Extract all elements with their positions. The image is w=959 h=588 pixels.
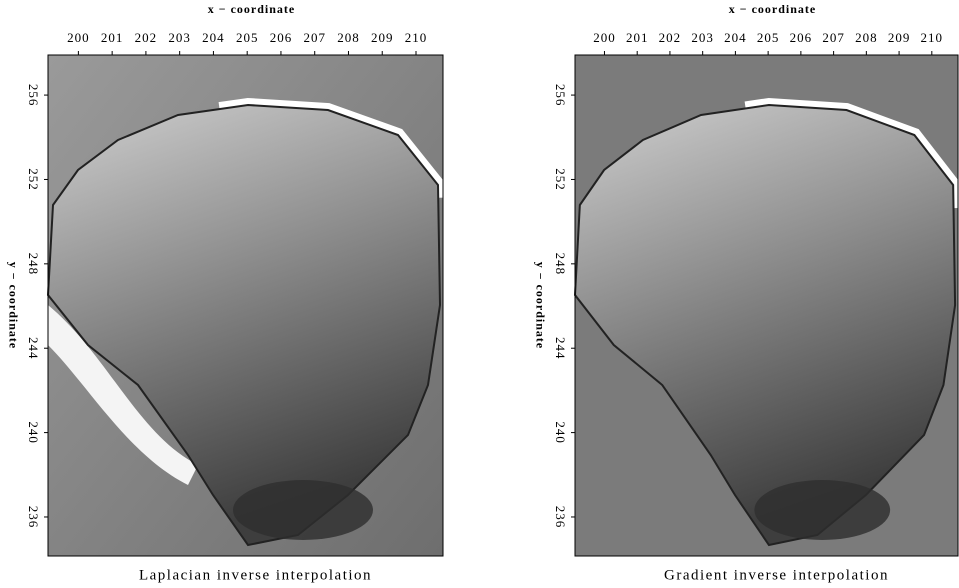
relief-blob <box>573 103 957 547</box>
y-tick-label: 244 <box>26 337 41 360</box>
white-streak <box>48 305 198 485</box>
y-tick-label: 244 <box>553 337 568 360</box>
x-tick-label: 202 <box>135 30 158 45</box>
x-tick-label: 204 <box>202 30 225 45</box>
panel: 200 201 202 203 204 205 206 207 208 209 210 236 240 2… <box>6 2 448 583</box>
x-tick-label: 210 <box>405 30 428 45</box>
x-tick-label: 205 <box>236 30 259 45</box>
x-tick-label: 209 <box>371 30 394 45</box>
x-tick-label: 204 <box>724 30 747 45</box>
x-tick-label: 203 <box>691 30 714 45</box>
dark-lobe <box>754 480 891 540</box>
y-tick-label: 240 <box>553 421 568 444</box>
x-tick-label: 201 <box>626 30 649 45</box>
y-tick-label: 248 <box>26 253 41 276</box>
y-tick-label: 236 <box>553 506 568 529</box>
x-axis-label: x − coordinate <box>729 2 817 16</box>
x-tick-label: 206 <box>270 30 293 45</box>
y-tick-label: 236 <box>26 506 41 529</box>
relief-blob <box>46 103 442 547</box>
y-axis-label: y − coordinate <box>6 262 20 350</box>
y-tick-label: 252 <box>553 168 568 191</box>
y-tick-label: 256 <box>553 84 568 107</box>
y-tick-label: 252 <box>26 168 41 191</box>
frame <box>574 54 959 557</box>
x-tick-label: 208 <box>337 30 360 45</box>
x-tick-label: 206 <box>790 30 813 45</box>
caption: Laplacian inverse interpolation <box>139 567 372 583</box>
x-tick-label: 208 <box>855 30 878 45</box>
x-tick-label: 201 <box>101 30 124 45</box>
x-tick-label: 200 <box>593 30 616 45</box>
y-tick-label: 256 <box>26 84 41 107</box>
y-tick-label: 240 <box>26 421 41 444</box>
x-tick-label: 200 <box>67 30 90 45</box>
x-tick-label: 205 <box>757 30 780 45</box>
caption: Gradient inverse interpolation <box>664 567 889 583</box>
x-axis-label: x − coordinate <box>208 2 296 16</box>
frame <box>47 54 444 557</box>
x-tick-label: 209 <box>888 30 911 45</box>
x-tick-label: 202 <box>659 30 682 45</box>
dark-lobe <box>233 480 373 540</box>
x-tick-label: 207 <box>303 30 326 45</box>
y-tick-label: 248 <box>553 253 568 276</box>
x-tick-label: 203 <box>168 30 191 45</box>
x-tick-label: 210 <box>921 30 944 45</box>
x-tick-label: 207 <box>822 30 845 45</box>
panel: 200 201 202 203 204 205 206 207 208 209 210 236 240 2… <box>533 2 959 583</box>
y-axis-label: y − coordinate <box>533 262 547 350</box>
